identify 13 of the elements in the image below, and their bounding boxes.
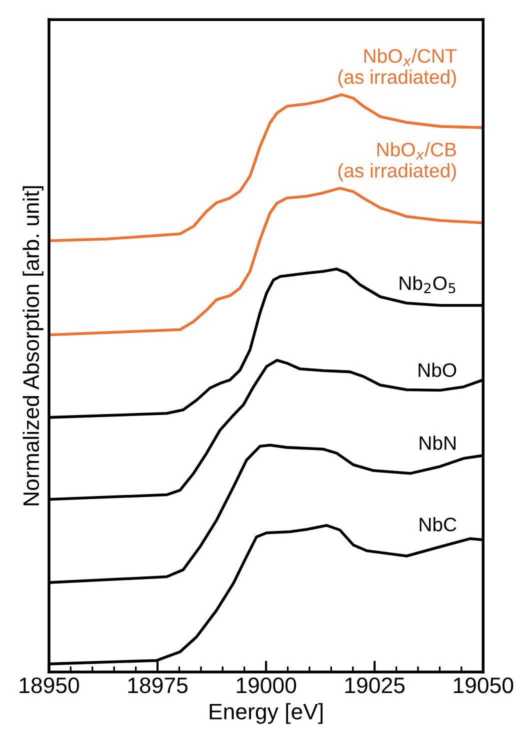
series-label: NbN (420, 436, 456, 450)
x-axis-title: Energy [eV] (210, 703, 323, 724)
series-label: NbO (418, 362, 456, 378)
x-tick-label: 19050 (454, 677, 514, 694)
x-tick-label: 18950 (20, 677, 80, 694)
x-tick-label: 19000 (236, 677, 296, 694)
series-label: NbO$_{x}$/CNT (as irradiated) (338, 48, 456, 88)
x-tick-label: 18975 (128, 677, 188, 694)
x-tick-label: 19025 (345, 677, 405, 694)
y-axis-title: Normalized Absorption [arb. unit] (22, 186, 44, 506)
series-label: Nb$_{2}$O$_{5}$ (400, 276, 456, 294)
series-label: NbC (420, 517, 456, 532)
series-label: NbO$_{x}$/CB (as irradiated) (338, 142, 456, 182)
